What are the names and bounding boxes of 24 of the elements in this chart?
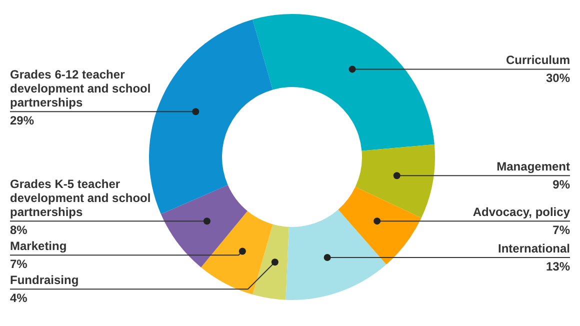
donut-slice bbox=[160, 184, 248, 268]
slice-label: Marketing bbox=[10, 239, 67, 254]
donut-slice bbox=[338, 186, 422, 265]
slice-label: Advocacy, policy bbox=[472, 205, 570, 220]
slice-label: Grades K-5 teacher development and school partnerships bbox=[10, 177, 151, 220]
data-label: 13% bbox=[546, 259, 570, 274]
donut-slice bbox=[355, 144, 435, 218]
donut-slice bbox=[201, 211, 273, 294]
slice-label: International bbox=[498, 241, 570, 256]
data-label: 7% bbox=[552, 223, 570, 238]
data-label: 29% bbox=[10, 114, 34, 128]
data-label: 4% bbox=[10, 291, 28, 306]
data-label: 9% bbox=[552, 178, 570, 192]
data-label: 30% bbox=[546, 71, 570, 86]
slice-label: Grades 6-12 teacher development and school partnerships bbox=[10, 68, 151, 110]
slice-label: Curriculum bbox=[506, 53, 570, 68]
slice-label: Management bbox=[496, 160, 570, 174]
data-label: 7% bbox=[10, 257, 28, 272]
data-label: 8% bbox=[10, 223, 28, 238]
slice-label: Fundraising bbox=[10, 273, 79, 288]
donut-slice bbox=[286, 210, 386, 300]
donut-slice bbox=[252, 224, 289, 300]
donut-slice bbox=[149, 20, 273, 214]
donut-slice bbox=[252, 14, 434, 151]
